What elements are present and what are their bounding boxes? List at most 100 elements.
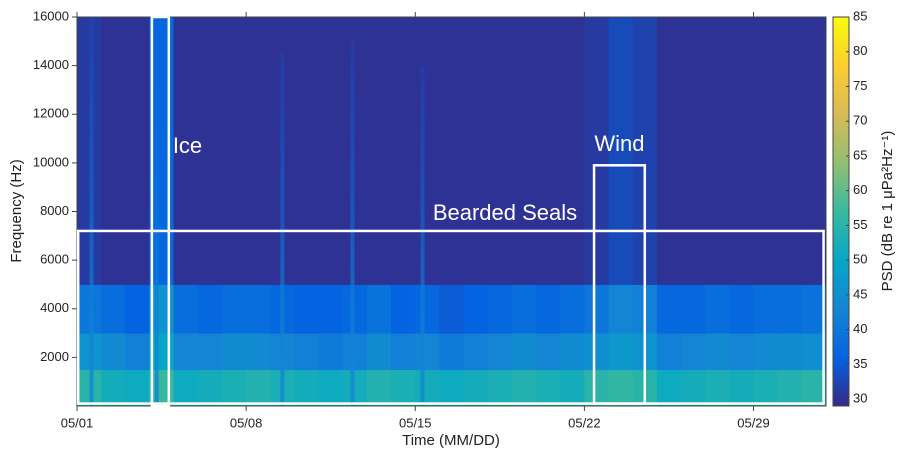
psd-cell bbox=[560, 333, 585, 371]
psd-cell bbox=[101, 284, 126, 334]
annotation-label: Wind bbox=[594, 131, 644, 156]
psd-cell bbox=[101, 17, 126, 285]
psd-cell bbox=[391, 333, 416, 371]
psd-cell bbox=[221, 17, 247, 285]
psd-cell bbox=[729, 284, 755, 334]
annotation-label: Ice bbox=[173, 133, 202, 158]
psd-cell bbox=[536, 17, 561, 285]
y-tick-label: 2000 bbox=[40, 349, 69, 364]
psd-cell bbox=[705, 284, 730, 334]
psd-cell bbox=[777, 17, 803, 285]
y-tick-label: 6000 bbox=[40, 252, 69, 267]
colorbar-tick-label: 50 bbox=[853, 252, 867, 267]
psd-cell bbox=[681, 333, 706, 371]
colorbar-tick-label: 70 bbox=[853, 113, 867, 128]
psd-cell bbox=[77, 369, 102, 407]
psd-cell bbox=[149, 17, 175, 285]
colorbar-tick-label: 85 bbox=[853, 8, 867, 23]
colorbar-title: PSD (dB re 1 μPa²Hz⁻¹) bbox=[879, 131, 896, 292]
x-tick-label: 05/01 bbox=[61, 415, 94, 430]
psd-cell bbox=[681, 284, 706, 334]
psd-cell bbox=[101, 369, 126, 407]
psd-cell bbox=[536, 333, 561, 371]
colorbar bbox=[832, 16, 850, 407]
psd-cell bbox=[391, 17, 416, 285]
psd-cell bbox=[463, 284, 489, 334]
psd-cell bbox=[77, 284, 102, 334]
psd-cell bbox=[318, 17, 344, 285]
y-tick-label: 14000 bbox=[33, 57, 69, 72]
psd-cell bbox=[197, 333, 223, 371]
psd-cell bbox=[536, 369, 561, 407]
psd-cell bbox=[342, 284, 368, 334]
annotation-box bbox=[592, 164, 647, 405]
psd-cell bbox=[77, 333, 102, 371]
psd-cell bbox=[221, 333, 247, 371]
psd-cell bbox=[173, 284, 199, 334]
psd-cell bbox=[656, 284, 682, 334]
psd-cell bbox=[487, 284, 513, 334]
colorbar-tick-label: 55 bbox=[853, 217, 867, 232]
psd-cell bbox=[753, 17, 779, 285]
psd-cell bbox=[197, 17, 223, 285]
psd-cell bbox=[415, 369, 440, 407]
y-tick-label: 10000 bbox=[33, 154, 69, 169]
psd-cell bbox=[608, 369, 634, 407]
psd-cell bbox=[753, 369, 779, 407]
x-tick-label: 05/08 bbox=[230, 415, 263, 430]
psd-cell bbox=[318, 284, 344, 334]
psd-cell bbox=[584, 284, 610, 334]
psd-cell bbox=[294, 333, 320, 371]
psd-cell bbox=[246, 284, 271, 334]
psd-cell bbox=[415, 333, 440, 371]
psd-cell bbox=[511, 369, 537, 407]
psd-cell bbox=[511, 284, 537, 334]
psd-cell bbox=[536, 284, 561, 334]
psd-cell bbox=[366, 333, 392, 371]
colorbar-tick-label: 80 bbox=[853, 43, 867, 58]
psd-cell bbox=[101, 333, 126, 371]
psd-cell bbox=[125, 333, 150, 371]
annotation-box bbox=[150, 15, 171, 408]
transient bbox=[89, 17, 94, 406]
psd-cell bbox=[656, 17, 682, 285]
psd-cell bbox=[705, 17, 730, 285]
psd-cell bbox=[777, 284, 803, 334]
psd-cell bbox=[463, 17, 489, 285]
psd-cell bbox=[753, 333, 779, 371]
colorbar-tick-label: 65 bbox=[853, 147, 867, 162]
transient bbox=[350, 41, 355, 406]
y-tick-label: 16000 bbox=[33, 8, 69, 23]
psd-cell bbox=[342, 333, 368, 371]
psd-cell bbox=[705, 369, 730, 407]
y-tick-label: 4000 bbox=[40, 300, 69, 315]
psd-cell bbox=[173, 17, 199, 285]
psd-cell bbox=[173, 369, 199, 407]
psd-cell bbox=[342, 369, 368, 407]
psd-cell bbox=[511, 333, 537, 371]
psd-cell bbox=[463, 369, 489, 407]
colorbar-tick-label: 60 bbox=[853, 182, 867, 197]
transient bbox=[154, 17, 159, 406]
psd-cell bbox=[221, 369, 247, 407]
psd-cell bbox=[560, 284, 585, 334]
psd-cell bbox=[608, 333, 634, 371]
psd-cell bbox=[149, 333, 175, 371]
transient bbox=[420, 65, 425, 406]
psd-cell bbox=[149, 284, 175, 334]
psd-cell bbox=[391, 284, 416, 334]
psd-cell bbox=[294, 17, 320, 285]
x-axis-title: Time (MM/DD) bbox=[402, 432, 500, 449]
psd-cell bbox=[246, 369, 271, 407]
psd-cell bbox=[656, 333, 682, 371]
psd-cell bbox=[487, 333, 513, 371]
psd-cell bbox=[415, 284, 440, 334]
psd-cell bbox=[439, 17, 465, 285]
psd-cell bbox=[560, 369, 585, 407]
colorbar-tick-label: 40 bbox=[853, 321, 867, 336]
psd-cell bbox=[608, 17, 634, 285]
psd-cell bbox=[777, 333, 803, 371]
psd-cell bbox=[318, 333, 344, 371]
psd-cell bbox=[681, 369, 706, 407]
